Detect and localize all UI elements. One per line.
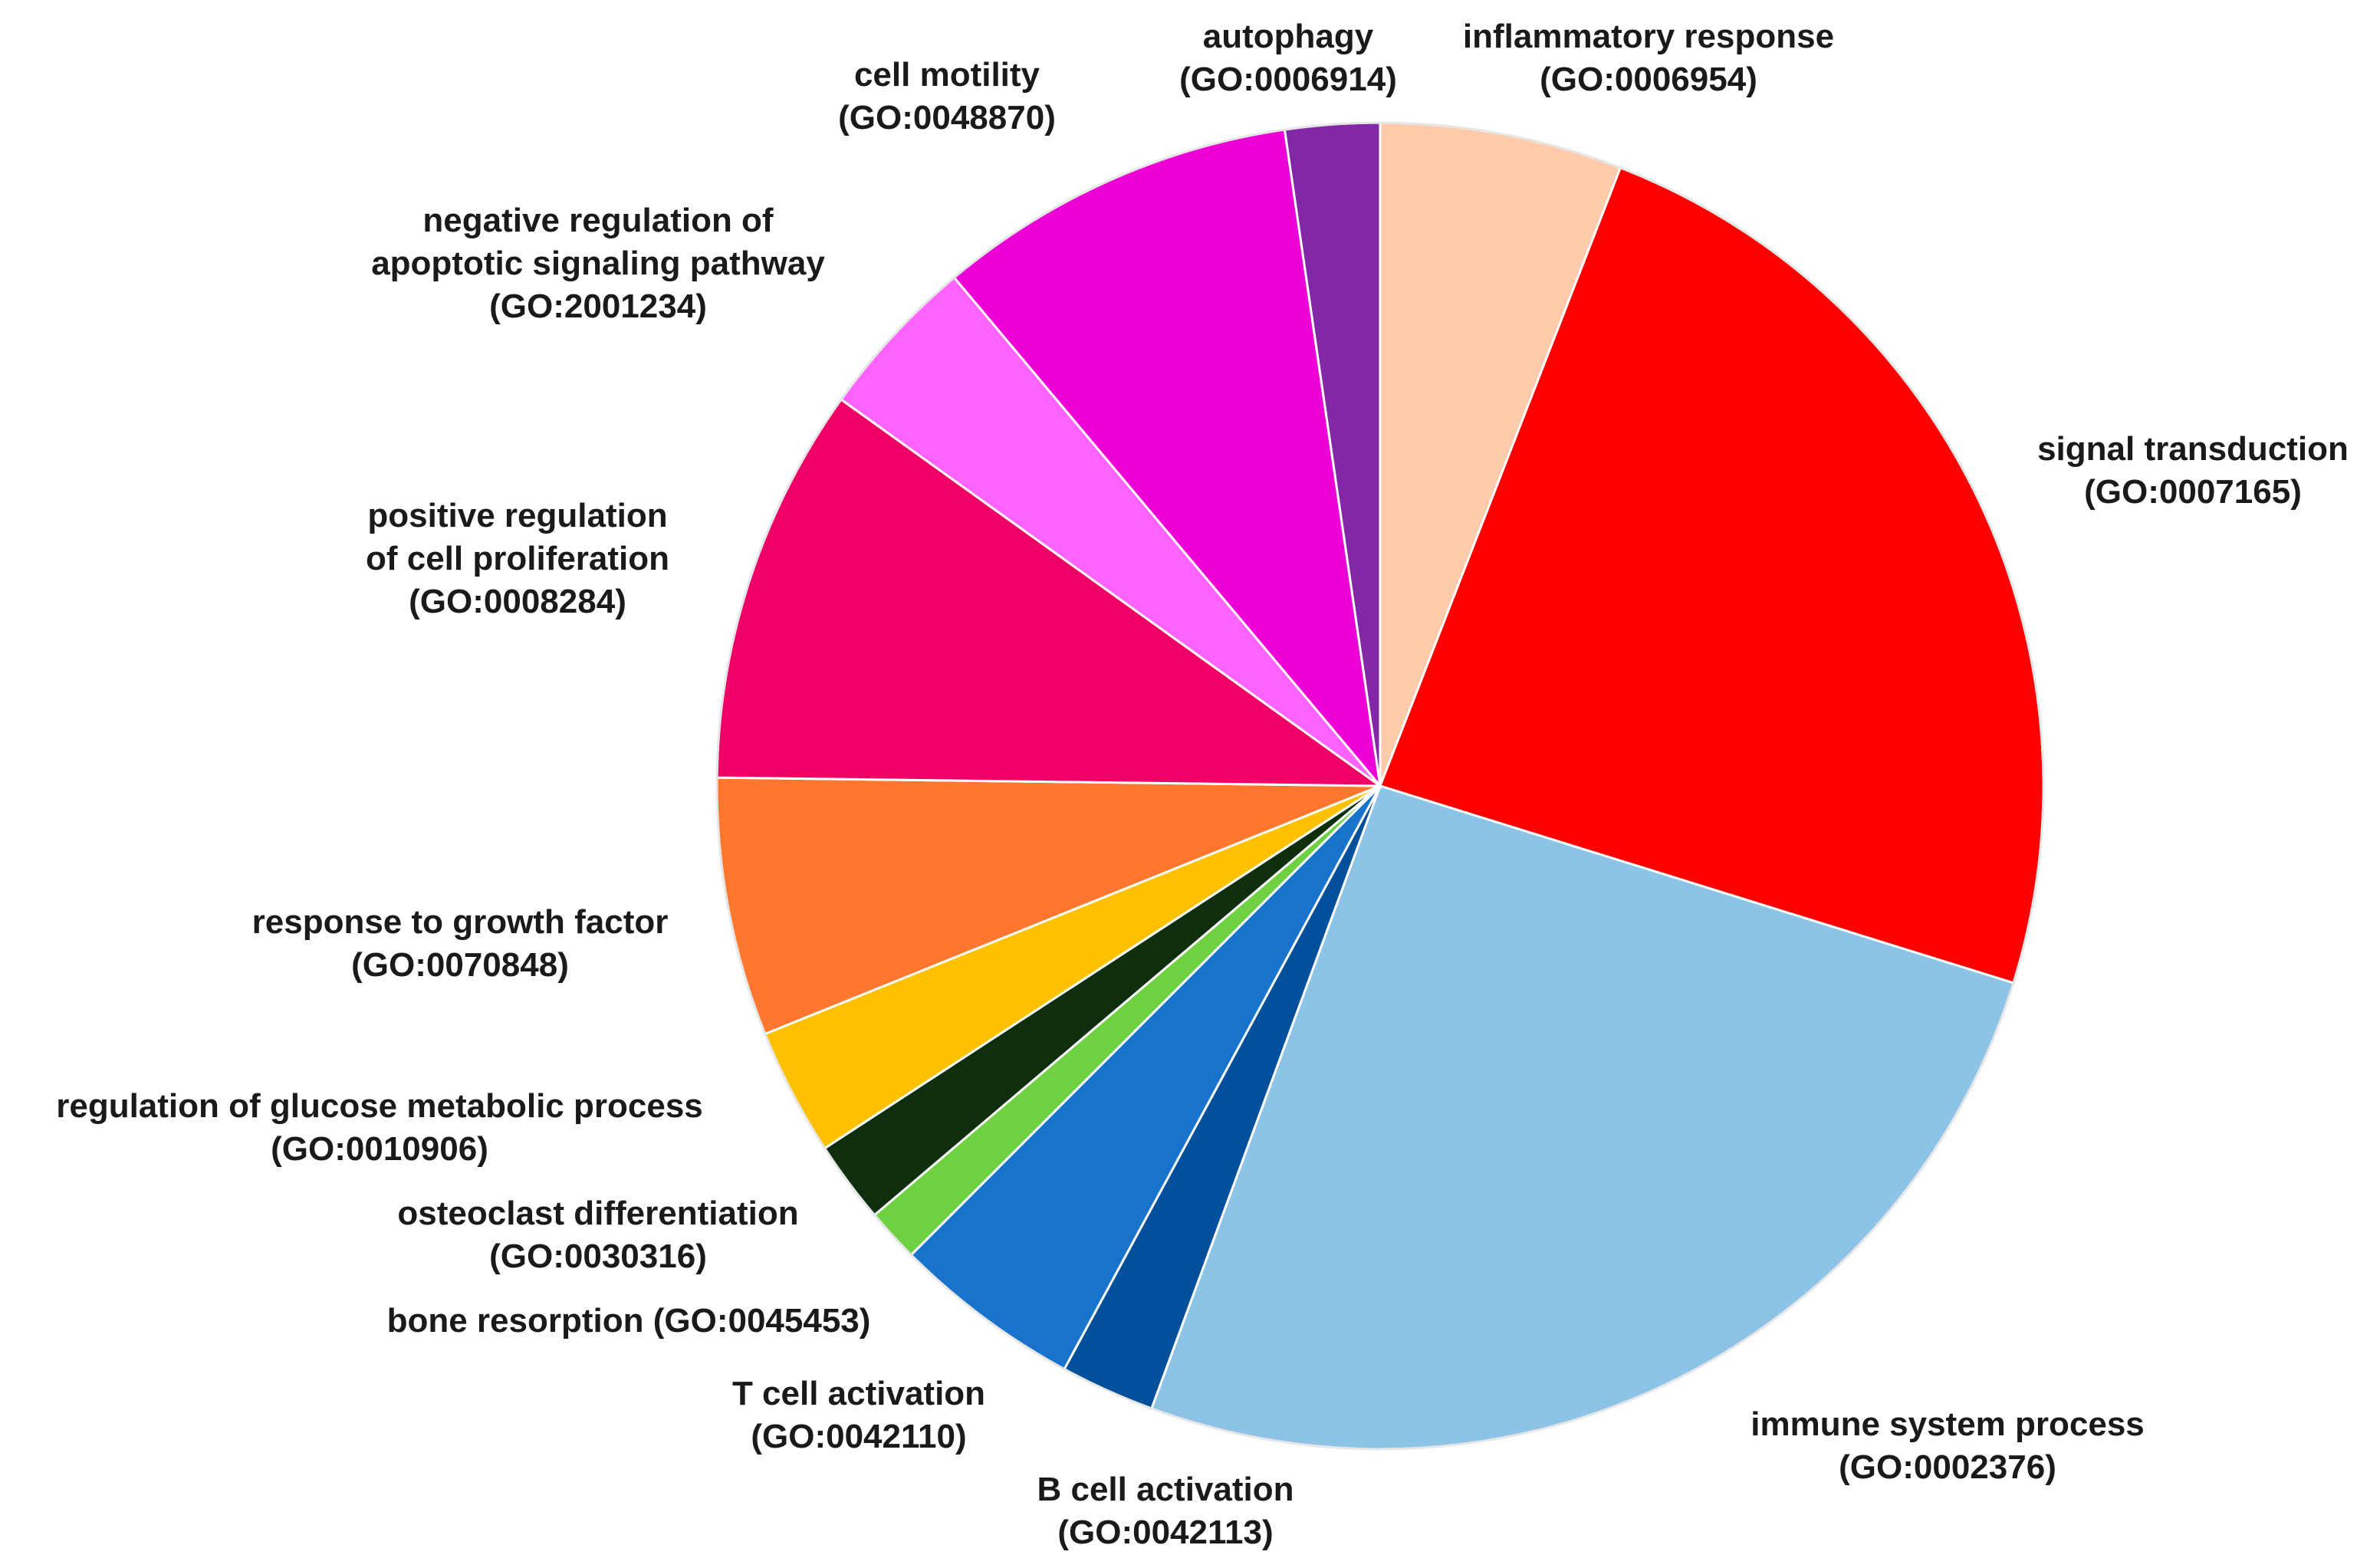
slice-label-response-to-growth-factor: response to growth factor (GO:0070848) bbox=[251, 903, 669, 984]
slice-label-immune-system-process: immune system process (GO:0002376) bbox=[1750, 1405, 2145, 1486]
slice-label-autophagy: autophagy (GO:0006914) bbox=[1179, 18, 1397, 98]
slice-label-osteoclast-differentiation: osteoclast differentiation (GO:0030316) bbox=[397, 1195, 799, 1275]
slice-label-bone-resorption: bone resorption (GO:0045453) bbox=[386, 1302, 871, 1340]
slice-label-regulation-glucose-metabolic: regulation of glucose metabolic process(… bbox=[56, 1087, 703, 1168]
slice-label-inflammatory-response: inflammatory response (GO:0006954) bbox=[1462, 18, 1835, 98]
slice-label-signal-transduction: signal transduction (GO:0007165) bbox=[2037, 430, 2349, 511]
slice-label-cell-motility: cell motility (GO:0048870) bbox=[838, 56, 1056, 136]
slice-label-positive-regulation-cell-proliferation: positive regulation of cell proliferation… bbox=[365, 497, 670, 620]
pie-outline bbox=[715, 121, 2045, 1451]
slice-label-negative-regulation-apoptotic: negative regulation of apoptotic signalin… bbox=[371, 202, 825, 325]
slice-label-t-cell-activation: T cell activation (GO:0042110) bbox=[731, 1375, 986, 1455]
slice-label-b-cell-activation: B cell activation (GO:0042113) bbox=[1037, 1471, 1294, 1551]
